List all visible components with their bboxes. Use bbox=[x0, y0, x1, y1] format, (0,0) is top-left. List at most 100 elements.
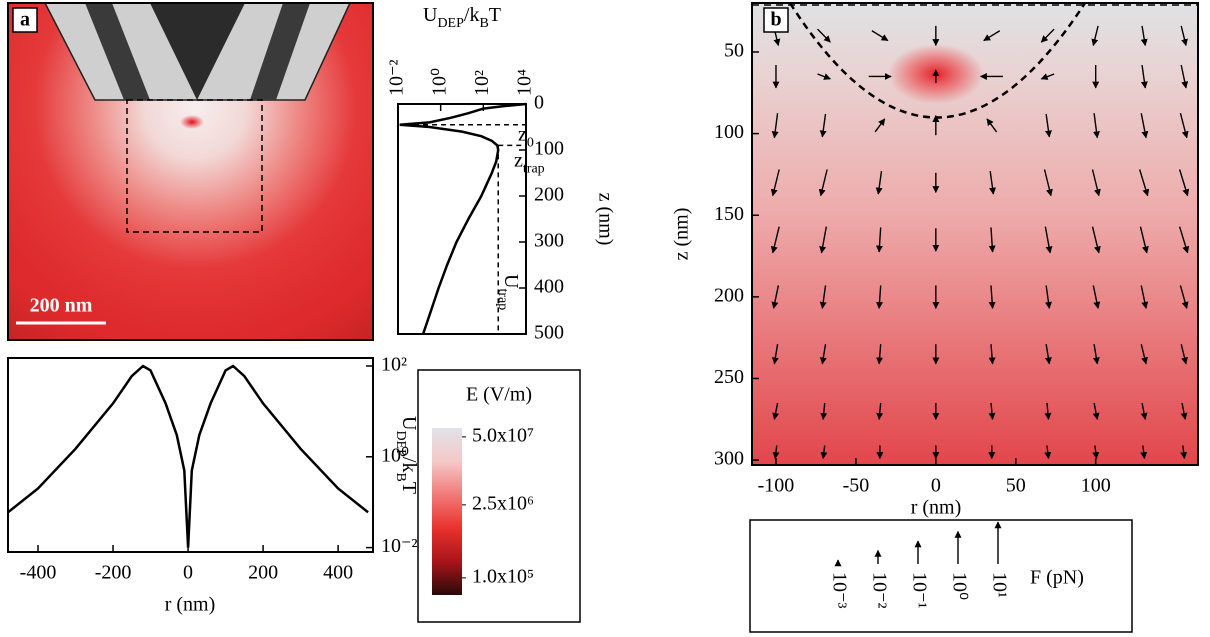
x-axis-label-part: U bbox=[423, 4, 438, 26]
force-arrow bbox=[771, 344, 779, 365]
force-arrow bbox=[1180, 402, 1188, 420]
plot-frame bbox=[7, 357, 374, 553]
force-arrow bbox=[772, 445, 780, 460]
force-arrow bbox=[820, 402, 828, 420]
force-arrow bbox=[1140, 113, 1149, 139]
x-tick-label: 10⁻² bbox=[386, 59, 408, 96]
x-tick-label: 50 bbox=[1006, 475, 1026, 497]
force-arrow bbox=[1179, 285, 1189, 309]
force-arrow bbox=[875, 171, 883, 195]
force-arrow bbox=[1140, 25, 1148, 47]
force-arrow bbox=[819, 226, 828, 254]
x-tick-label: -100 bbox=[758, 475, 795, 497]
y-tick-label: 100 bbox=[534, 138, 564, 160]
force-arrow bbox=[820, 445, 828, 460]
y-axis-label-part: U bbox=[398, 416, 420, 431]
x-tick-label: 400 bbox=[323, 562, 353, 584]
force-arrow bbox=[1092, 285, 1101, 309]
y-axis-label-sub: B bbox=[393, 472, 408, 481]
x-tick-label: 10² bbox=[471, 70, 493, 96]
y-tick-label: 50 bbox=[724, 40, 744, 62]
x-axis-label-sub: B bbox=[479, 16, 488, 31]
x-axis-label-part: /k bbox=[464, 4, 480, 26]
force-arrow bbox=[819, 344, 827, 365]
force-arrow bbox=[1040, 73, 1055, 80]
force-arrow bbox=[1044, 285, 1052, 309]
force-arrow bbox=[1140, 344, 1148, 365]
y-axis-label-part: /k bbox=[398, 457, 420, 473]
force-arrow bbox=[1180, 25, 1188, 47]
x-axis-label-part: T bbox=[489, 4, 501, 26]
field-map-b bbox=[752, 2, 1198, 465]
colorbar bbox=[432, 428, 462, 595]
y-axis-label-sub: DEP bbox=[393, 430, 408, 457]
force-arrow bbox=[771, 113, 779, 139]
annotation-label-sub: trap bbox=[496, 288, 511, 310]
force-arrow bbox=[1138, 169, 1150, 197]
y-tick-label: 400 bbox=[534, 276, 564, 298]
force-arrow bbox=[1178, 169, 1190, 197]
force-arrow bbox=[1091, 169, 1101, 197]
force-arrow bbox=[1140, 285, 1149, 309]
force-arrow bbox=[871, 30, 889, 42]
legend-label: 10⁻³ bbox=[828, 572, 850, 609]
colorbar-tick-label: 1.0x10⁵ bbox=[472, 565, 534, 587]
annotation-label: ztrap bbox=[514, 149, 545, 176]
y-tick-label: 10² bbox=[381, 354, 407, 376]
annotation-label-part: z bbox=[514, 149, 523, 171]
force-arrow bbox=[819, 113, 827, 138]
force-arrow bbox=[876, 402, 884, 420]
force-arrow bbox=[988, 344, 996, 365]
plot-frame bbox=[751, 2, 1199, 466]
x-tick-label: 0 bbox=[183, 562, 193, 584]
force-arrow bbox=[1180, 445, 1188, 460]
x-tick-label: 100 bbox=[1081, 475, 1111, 497]
y-tick-label: 500 bbox=[534, 322, 564, 344]
force-arrow bbox=[1178, 226, 1190, 254]
force-arrow bbox=[1093, 113, 1100, 139]
force-arrow bbox=[1043, 169, 1053, 197]
plot-frame bbox=[397, 103, 527, 335]
panel-label-box bbox=[763, 7, 789, 33]
y-axis-label: UDEP/kBT bbox=[393, 416, 420, 494]
colorbar-title: E (V/m) bbox=[466, 384, 532, 406]
force-arrow bbox=[770, 226, 780, 254]
y-tick-label: 10⁰ bbox=[381, 444, 409, 466]
force-arrow bbox=[989, 171, 996, 195]
force-arrow bbox=[1044, 402, 1052, 420]
force-arrow bbox=[1044, 113, 1052, 138]
x-tick-label: -50 bbox=[843, 475, 870, 497]
force-arrow bbox=[1092, 402, 1100, 420]
x-axis-label-sub: DEP bbox=[437, 16, 464, 31]
legend-label: 10⁻² bbox=[868, 572, 890, 609]
y-tick-label: 10⁻² bbox=[381, 535, 418, 557]
force-arrow bbox=[1044, 445, 1052, 460]
force-arrow bbox=[1179, 113, 1189, 139]
annotation-label-sub: 0 bbox=[527, 135, 534, 150]
panel-label: a bbox=[20, 9, 30, 31]
x-tick-label: 0 bbox=[931, 475, 941, 497]
y-tick-label: 300 bbox=[714, 448, 744, 470]
scale-bar-label: 200 nm bbox=[30, 295, 93, 317]
x-tick-label: 10⁴ bbox=[514, 69, 536, 96]
legend-label: 10⁰ bbox=[948, 572, 970, 600]
curve bbox=[7, 364, 369, 548]
force-arrow bbox=[770, 169, 780, 197]
y-axis-label: z (nm) bbox=[594, 193, 616, 246]
force-arrow bbox=[876, 344, 884, 365]
panel-label: b bbox=[770, 9, 781, 31]
force-arrow bbox=[986, 118, 998, 133]
force-arrow bbox=[772, 402, 780, 420]
force-arrow bbox=[1140, 64, 1148, 89]
force-arrow bbox=[817, 73, 831, 80]
x-tick-label: 10⁰ bbox=[428, 68, 450, 96]
force-arrow bbox=[874, 118, 886, 133]
y-tick-label: 100 bbox=[714, 121, 744, 143]
force-arrow bbox=[1044, 226, 1053, 254]
annotation-label: Utrap bbox=[496, 274, 523, 310]
annotation-label-sub: trap bbox=[523, 161, 545, 176]
y-tick-label: 300 bbox=[534, 230, 564, 252]
y-tick-label: 250 bbox=[714, 366, 744, 388]
force-arrow bbox=[1180, 344, 1188, 365]
